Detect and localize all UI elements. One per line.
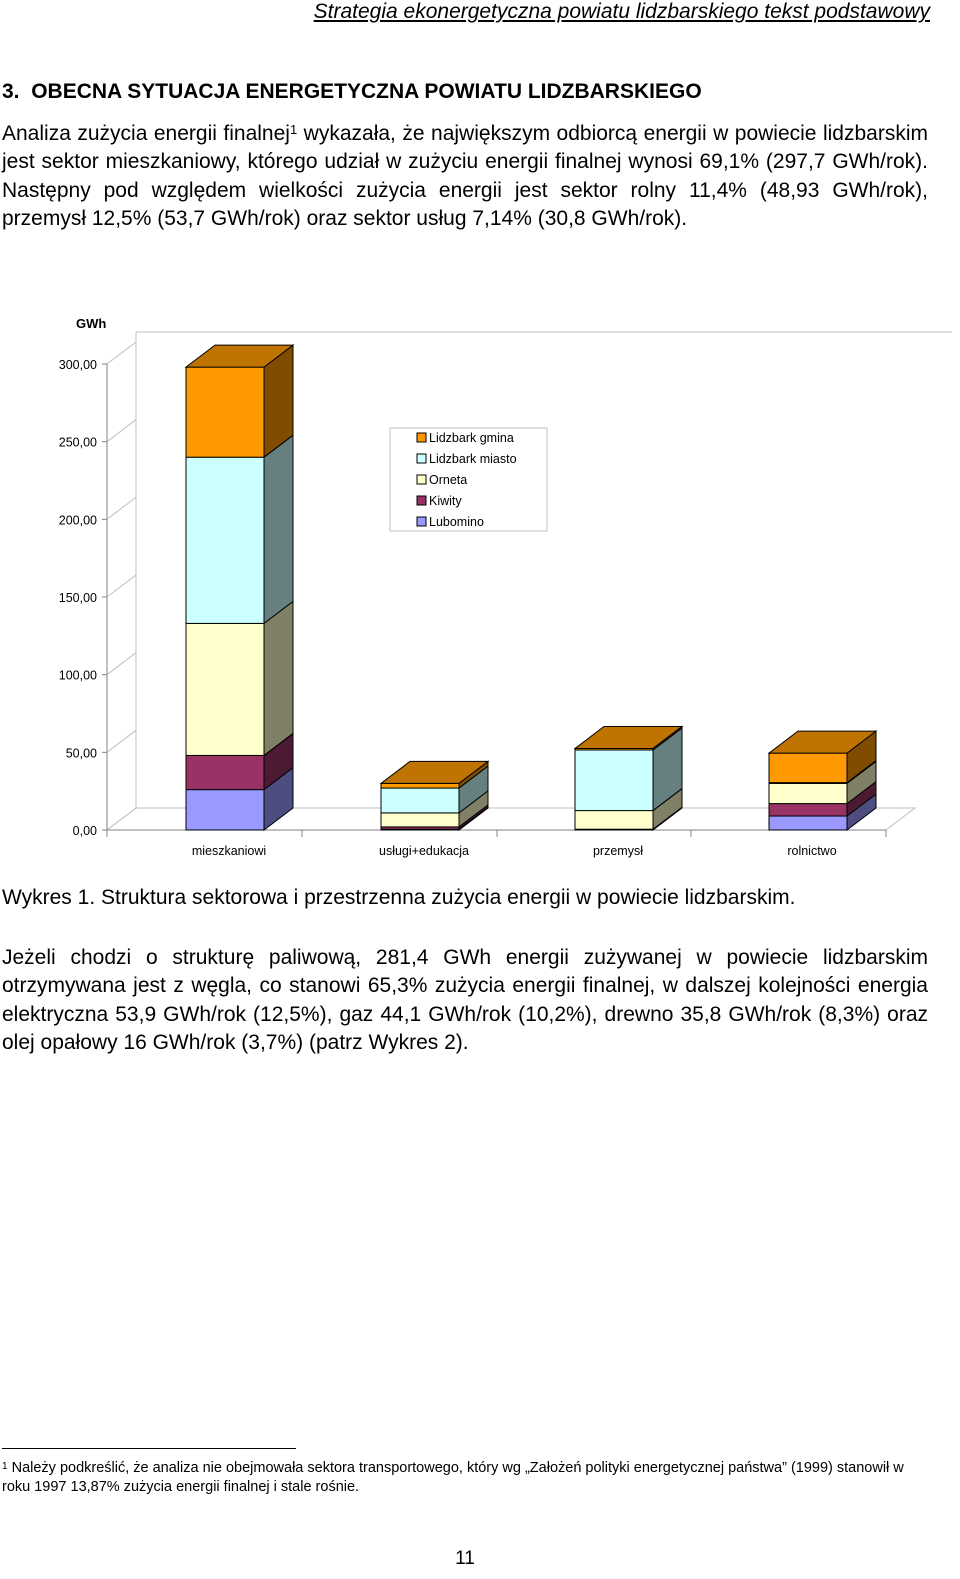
y-axis: 0,00 50,00 100,00 150,00 200,00 250,00 300,00 G… <box>59 316 887 838</box>
y-gridline-diagonal <box>106 419 137 443</box>
footnote-separator <box>2 1448 296 1449</box>
bar-przemysl-orneta <box>574 810 654 830</box>
section-title: 3. OBECNA SYTUACJA ENERGETYCZNA POWIATU … <box>2 80 702 104</box>
intro-paragraph: Analiza zużycia energii finalnej1 wykaza… <box>2 120 928 234</box>
section-title-text: OBECNA SYTUACJA ENERGETYCZNA POWIATU LID… <box>31 80 702 103</box>
legend-box <box>389 427 548 532</box>
y-tick-label: 200,00 <box>59 513 97 527</box>
y-tick-label: 100,00 <box>59 669 97 683</box>
bar-mieszkaniowi-orneta-side <box>263 600 294 757</box>
bar-top-mieszkaniowi <box>184 344 295 368</box>
bar-uslugi-edukacja-orneta <box>380 812 460 828</box>
bar-mieszkaniowi-lidzbark-miasto <box>185 456 265 624</box>
y-tick-label: 300,00 <box>59 358 97 372</box>
x-tick-label: rolnictwo <box>787 844 836 858</box>
legend-swatch-orneta <box>416 474 427 485</box>
bar-rolnictwo-lubomino <box>768 815 848 831</box>
y-gridline-diagonal <box>106 807 137 831</box>
x-tick-label: usługi+edukacja <box>379 844 469 858</box>
legend-label-orneta: Orneta <box>429 473 467 487</box>
bar-rolnictwo-lidzbark-gmina <box>768 752 848 784</box>
bar-stack-rolnictwo <box>767 730 878 832</box>
x-tick-label: przemysł <box>593 844 643 858</box>
bar-uslugi-edukacja-lidzbark-miasto <box>380 787 460 814</box>
x-axis-labels: mieszkaniowi usługi+edukacja przemysł rolni… <box>192 844 837 858</box>
legend-label-lidzbark-miasto: Lidzbark miasto <box>429 452 517 466</box>
y-gridline-diagonal <box>106 574 137 598</box>
legend-swatch-lidzbark-gmina <box>416 432 427 443</box>
y-gridline-diagonal <box>106 729 137 753</box>
section-number: 3. <box>2 80 20 103</box>
y-tick-label: 50,00 <box>66 746 97 760</box>
bar-mieszkaniowi-lidzbark-miasto-side <box>263 434 294 625</box>
bar-mieszkaniowi-lubomino <box>185 789 265 831</box>
y-gridline-diagonal <box>106 652 137 676</box>
legend-swatch-lubomino <box>416 516 427 527</box>
bar-mieszkaniowi-lidzbark-gmina <box>185 366 265 458</box>
bar-uslugi-edukacja-lidzbark-gmina <box>380 782 460 789</box>
energy-structure-chart: 0,00 50,00 100,00 150,00 200,00 250,00 300,00 G… <box>59 316 952 858</box>
legend-swatch-kiwity <box>416 495 427 506</box>
bar-stack-mieszkaniowi <box>184 344 295 832</box>
bar-stack-przemysl <box>573 725 684 832</box>
bar-mieszkaniowi-kiwity <box>185 754 265 791</box>
fuel-structure-paragraph: Jeżeli chodzi o strukturę paliwową, 281,… <box>2 946 928 1055</box>
y-tick-label: 250,00 <box>59 436 97 450</box>
footnote-reference[interactable]: 1 <box>289 122 298 137</box>
y-tick-label: 0,00 <box>73 824 97 838</box>
chart-legend: Lidzbark gmina Lidzbark miasto Orneta Kiwit… <box>389 427 548 532</box>
bar-rolnictwo-kiwity <box>768 803 848 817</box>
running-header: Strategia ekonergetyczna powiatu lidzbar… <box>313 0 930 23</box>
bar-stack-uslugi-edukacja <box>379 760 490 832</box>
chart-bars <box>184 344 878 832</box>
y-tick-label: 150,00 <box>59 591 97 605</box>
bar-top-przemysl <box>573 725 684 749</box>
bar-rolnictwo-orneta <box>768 782 848 805</box>
footnote-number: 1 <box>2 1461 8 1472</box>
footnote: 1 Należy podkreślić, że analiza nie obej… <box>2 1459 922 1497</box>
y-gridline-diagonal <box>106 496 137 520</box>
y-gridline-diagonal <box>106 341 137 365</box>
intro-text-a: Analiza zużycia energii finalnej <box>2 122 290 145</box>
legend-label-lidzbark-gmina: Lidzbark gmina <box>429 431 514 445</box>
bar-top-uslugi-edukacja <box>379 760 490 784</box>
y-axis-label: GWh <box>76 316 106 331</box>
legend-swatch-lidzbark-miasto <box>416 453 427 464</box>
bar-mieszkaniowi-orneta <box>185 622 265 756</box>
legend-label-kiwity: Kiwity <box>429 494 462 508</box>
page-number: 11 <box>455 1548 475 1569</box>
footnote-text: Należy podkreślić, że analiza nie obejmo… <box>2 1460 904 1495</box>
x-tick-label: mieszkaniowi <box>192 844 266 858</box>
legend-label-lubomino: Lubomino <box>429 515 484 529</box>
chart-caption: Wykres 1. Struktura sektorowa i przestrz… <box>2 886 796 909</box>
intro-text-b: wykazała, że największym odbiorcą energi… <box>2 122 928 231</box>
bar-top-rolnictwo <box>767 730 878 754</box>
bar-przemysl-lidzbark-miasto <box>574 749 654 812</box>
